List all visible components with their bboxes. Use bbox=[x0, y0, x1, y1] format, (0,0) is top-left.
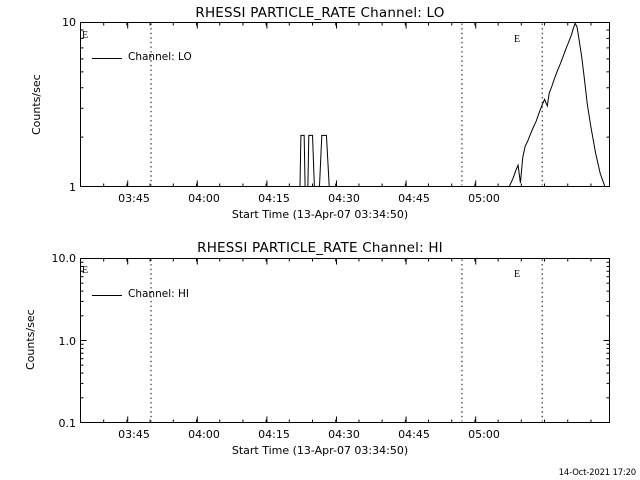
panel-lo-emark-right: E bbox=[514, 34, 521, 45]
panel-lo-xtick-0400: 04:00 bbox=[188, 192, 220, 205]
panel-particle-rate-lo: RHESSI PARTICLE_RATE Channel: LO Counts/… bbox=[0, 0, 640, 232]
panel-lo-legend-label: Channel: LO bbox=[128, 51, 192, 63]
panel-lo-xtick-0415: 04:15 bbox=[258, 192, 290, 205]
panel-particle-rate-hi: RHESSI PARTICLE_RATE Channel: HI Counts/… bbox=[0, 232, 640, 464]
panel-lo-xtick-0345: 03:45 bbox=[118, 192, 150, 205]
panel-hi-xtick-0430: 04:30 bbox=[328, 428, 360, 441]
panel-hi-ytick-01: 0.1 bbox=[58, 417, 77, 430]
panel-hi-xtick-0445: 04:45 bbox=[398, 428, 430, 441]
panel-hi-legend-swatch bbox=[92, 295, 122, 296]
panel-hi-emark-right: E bbox=[514, 269, 521, 280]
panel-lo-xtick-0445: 04:45 bbox=[398, 192, 430, 205]
panel-hi-legend-label: Channel: HI bbox=[128, 288, 189, 300]
panel-hi-title: RHESSI PARTICLE_RATE Channel: HI bbox=[197, 240, 443, 256]
render-timestamp: 14-Oct-2021 17:20 bbox=[558, 468, 637, 478]
panel-lo-legend-swatch bbox=[92, 58, 122, 59]
panel-lo-ylabel: Counts/sec bbox=[30, 74, 43, 135]
panel-hi-xlabel: Start Time (13-Apr-07 03:34:50) bbox=[231, 444, 409, 457]
panel-hi-ytick-1: 1.0 bbox=[58, 335, 77, 348]
panel-hi-xtick-0415: 04:15 bbox=[258, 428, 290, 441]
panel-lo-xtick-0500: 05:00 bbox=[468, 192, 500, 205]
panel-lo-plot-area bbox=[80, 22, 610, 187]
panel-lo-emark-left: E bbox=[82, 30, 89, 41]
panel-hi-xtick-0500: 05:00 bbox=[468, 428, 500, 441]
panel-lo-ytick-1: 1 bbox=[69, 181, 76, 194]
panel-hi-ytick-10: 10.0 bbox=[51, 252, 77, 265]
panel-lo-xlabel: Start Time (13-Apr-07 03:34:50) bbox=[231, 208, 409, 221]
panel-lo-ytick-10: 10 bbox=[62, 16, 76, 29]
panel-lo-title: RHESSI PARTICLE_RATE Channel: LO bbox=[195, 5, 445, 21]
panel-hi-plot-area bbox=[80, 258, 610, 423]
panel-hi-xtick-0345: 03:45 bbox=[118, 428, 150, 441]
panel-hi-emark-left: E bbox=[82, 265, 89, 276]
panel-hi-xtick-0400: 04:00 bbox=[188, 428, 220, 441]
panel-lo-xtick-0430: 04:30 bbox=[328, 192, 360, 205]
